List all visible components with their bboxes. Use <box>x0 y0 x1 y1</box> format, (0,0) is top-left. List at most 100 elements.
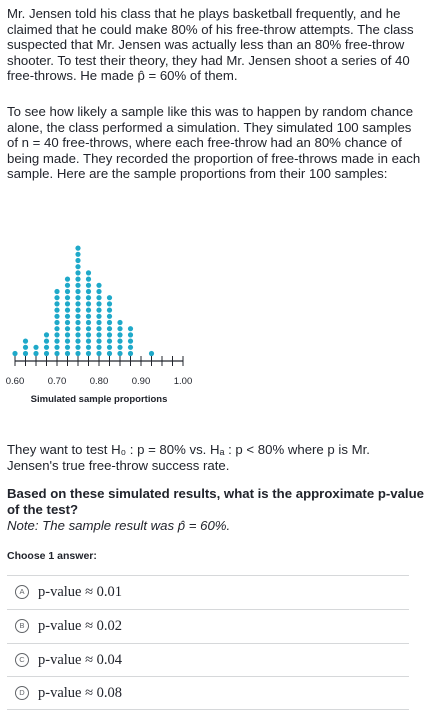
data-dot <box>96 307 102 313</box>
data-dot <box>43 332 50 338</box>
data-dot <box>96 338 102 344</box>
choice-letter-icon: A <box>15 585 29 599</box>
data-dot <box>127 350 134 357</box>
data-dot <box>64 295 71 301</box>
data-dot <box>96 332 102 338</box>
choice-letter-icon: B <box>15 619 29 633</box>
data-dot <box>106 313 113 319</box>
data-dot <box>96 295 102 301</box>
data-dot <box>117 344 123 350</box>
choice-letter-icon: C <box>15 653 29 667</box>
data-dot <box>22 338 29 344</box>
x-tick-label: 1.00 <box>174 376 193 387</box>
data-dot <box>64 338 71 344</box>
choice-letter-icon: D <box>15 686 29 700</box>
intro-paragraph: Mr. Jensen told his class that he plays … <box>7 6 414 83</box>
data-dot <box>106 319 113 326</box>
data-dot <box>106 326 113 332</box>
choice-text: p-value ≈ 0.02 <box>38 617 123 634</box>
data-dot <box>64 276 71 282</box>
data-dot <box>106 350 113 357</box>
data-dot <box>127 332 134 338</box>
data-dot <box>75 288 81 295</box>
data-dot <box>106 338 113 344</box>
data-dot <box>106 307 113 313</box>
data-dot <box>75 344 81 350</box>
data-dot <box>96 282 102 288</box>
data-dot <box>75 257 81 264</box>
data-dot <box>85 295 92 301</box>
data-dot <box>43 338 50 344</box>
data-dot <box>54 313 60 319</box>
data-dot <box>106 344 113 350</box>
data-dot <box>64 288 71 295</box>
data-dot <box>127 326 134 332</box>
data-dot <box>64 313 71 319</box>
data-dot <box>127 344 134 350</box>
data-dot <box>64 326 71 332</box>
data-dot <box>75 338 81 344</box>
data-dot <box>75 264 81 270</box>
data-dot <box>75 319 81 326</box>
data-dot <box>85 319 92 326</box>
data-dot <box>106 295 113 301</box>
choice-text: p-value ≈ 0.01 <box>38 583 123 600</box>
question-note: Note: The sample result was p̂ = 60%. <box>7 518 231 533</box>
data-dot <box>64 282 71 288</box>
data-dot <box>106 332 113 338</box>
data-dot <box>106 301 113 307</box>
data-dot <box>54 338 60 344</box>
data-dot <box>33 344 39 350</box>
data-dot <box>75 295 81 301</box>
data-dot <box>117 326 123 332</box>
data-dot <box>54 295 60 301</box>
x-tick-label: 0.70 <box>48 376 67 387</box>
data-dot <box>117 332 123 338</box>
data-dot <box>75 307 81 313</box>
data-dot <box>43 344 50 350</box>
data-dot <box>96 319 102 326</box>
data-dot <box>33 350 39 357</box>
x-tick-label: 0.80 <box>90 376 109 387</box>
data-dot <box>117 319 123 326</box>
data-dot <box>85 338 92 344</box>
data-dot <box>75 326 81 332</box>
data-dot <box>64 319 71 326</box>
data-dot <box>85 326 92 332</box>
data-dot <box>117 338 123 344</box>
choice-c[interactable]: C p-value ≈ 0.04 <box>7 643 409 676</box>
data-dot <box>85 276 92 282</box>
choice-a[interactable]: A p-value ≈ 0.01 <box>7 575 409 608</box>
data-dot <box>22 350 29 357</box>
data-dot <box>75 245 81 251</box>
data-dot <box>75 332 81 338</box>
data-dot <box>64 301 71 307</box>
data-dot <box>85 288 92 295</box>
x-tick-label: 0.60 <box>6 376 25 387</box>
data-dot <box>96 326 102 332</box>
choice-text: p-value ≈ 0.04 <box>38 651 123 668</box>
data-dot <box>96 301 102 307</box>
data-dot <box>85 301 92 307</box>
choice-d[interactable]: D p-value ≈ 0.08 <box>7 676 409 710</box>
choice-text: p-value ≈ 0.08 <box>38 684 123 701</box>
data-dot <box>64 332 71 338</box>
data-dot <box>75 251 81 257</box>
data-dot <box>96 350 102 357</box>
data-dot <box>64 350 71 357</box>
dot-plot: 0.60 0.70 0.80 0.90 1.00 Simulated sample pro… <box>6 245 193 405</box>
data-dot <box>54 307 60 313</box>
data-dot <box>22 344 29 350</box>
data-dot <box>127 338 134 344</box>
data-dot <box>85 307 92 313</box>
data-dot <box>75 270 81 276</box>
data-dot <box>85 350 92 357</box>
data-dot <box>64 344 71 350</box>
data-dot <box>148 350 155 357</box>
choice-b[interactable]: B p-value ≈ 0.02 <box>7 609 409 642</box>
data-dot <box>96 313 102 319</box>
data-dot <box>54 301 60 307</box>
data-dot <box>117 350 123 357</box>
data-dot <box>54 288 60 295</box>
data-dot <box>75 301 81 307</box>
